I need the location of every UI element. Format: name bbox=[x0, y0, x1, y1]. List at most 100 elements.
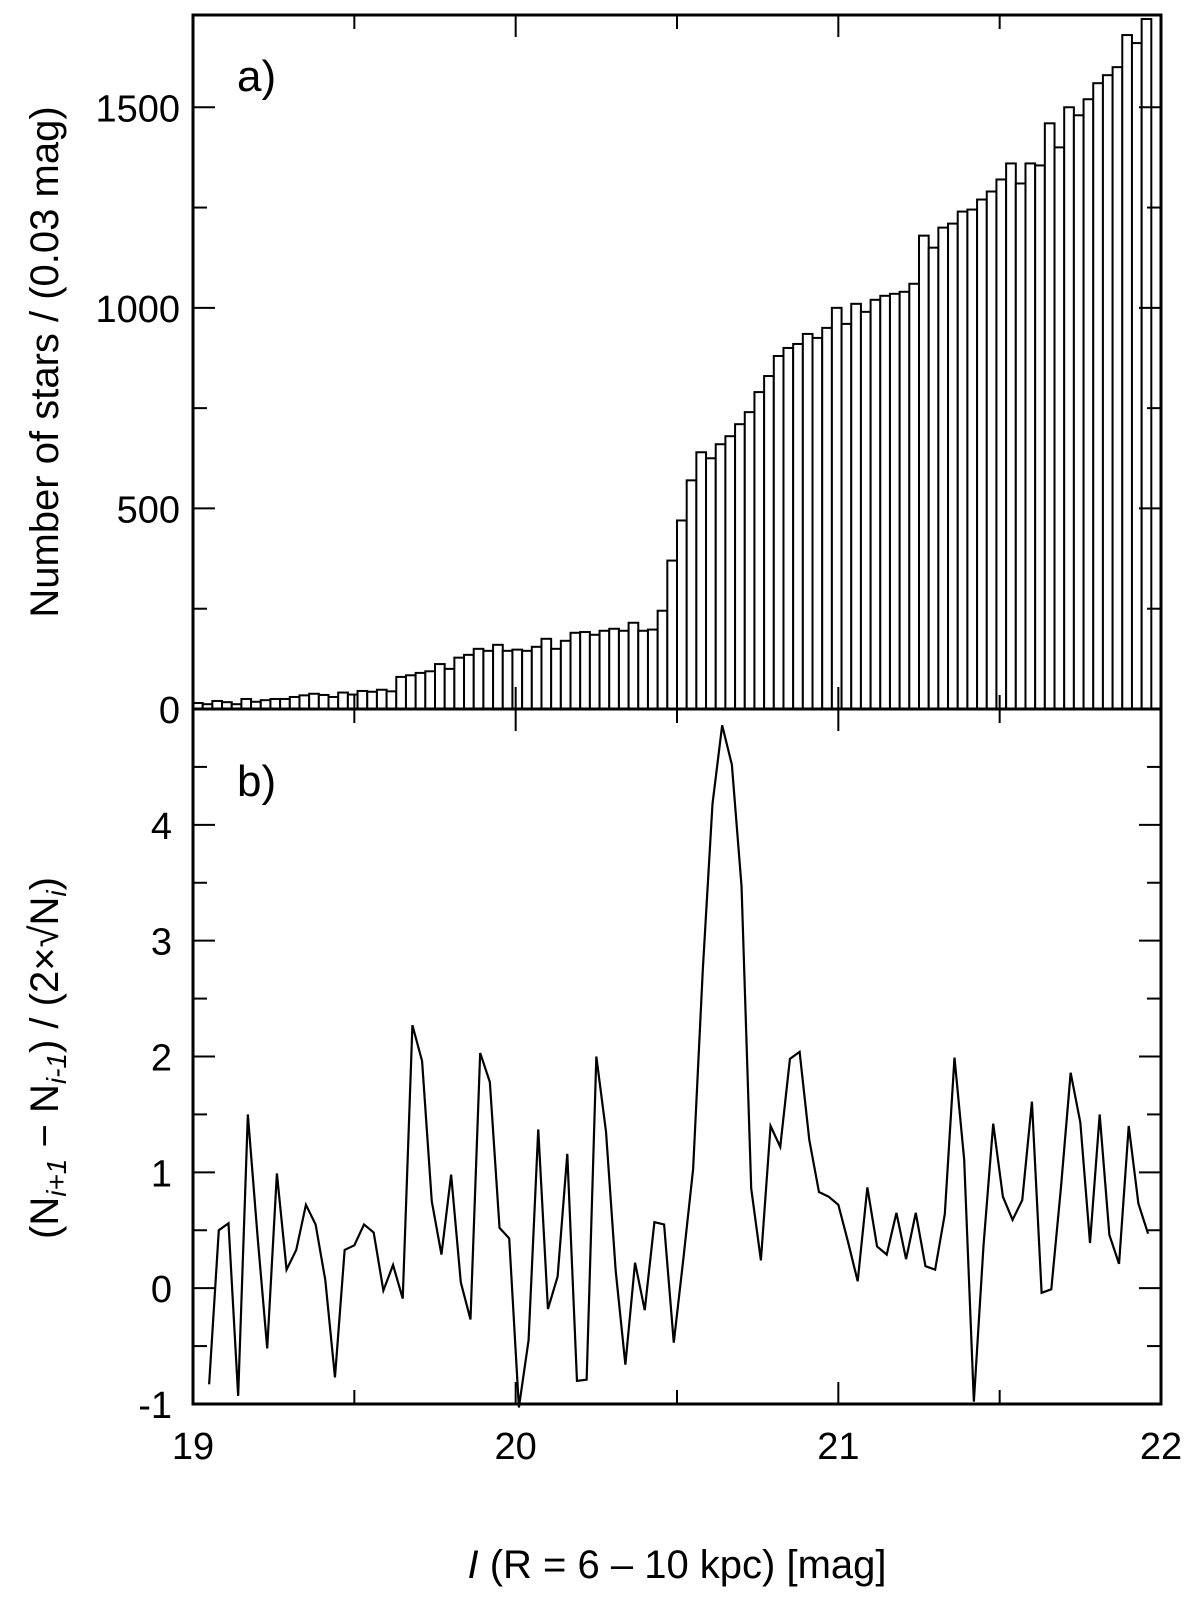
x-axis-label: I (R = 6 – 10 kpc) [mag] bbox=[467, 1543, 886, 1587]
histogram-bar bbox=[627, 621, 640, 710]
histogram-bar bbox=[434, 663, 446, 711]
y-tick-label: 2 bbox=[151, 1038, 172, 1080]
histogram-bar bbox=[1024, 162, 1037, 710]
histogram-bar bbox=[976, 198, 988, 710]
histogram-bar bbox=[404, 674, 417, 710]
histogram-bar bbox=[995, 178, 1008, 711]
histogram-bar bbox=[463, 653, 475, 711]
y-tick-label: 1 bbox=[151, 1153, 172, 1195]
panel-a-histogram: 0 500 1000 1500 a) Number of stars / (0.03 … bbox=[23, 13, 1163, 732]
histogram-bar bbox=[482, 649, 495, 711]
histogram-bar bbox=[395, 675, 407, 710]
y-axis-label-part: ) bbox=[23, 877, 67, 890]
y-tick-label: -1 bbox=[138, 1385, 172, 1427]
histogram-bar bbox=[898, 290, 911, 710]
histogram-bar bbox=[569, 631, 582, 711]
histogram-bar bbox=[1043, 122, 1056, 710]
histogram-bar bbox=[695, 451, 708, 710]
histogram-bar bbox=[705, 457, 717, 710]
significance-series-line bbox=[208, 724, 1150, 1408]
histogram-bar bbox=[269, 697, 282, 710]
histogram-bar bbox=[937, 226, 950, 711]
histogram-bar bbox=[472, 647, 485, 711]
x-axis-label-italic: I bbox=[467, 1543, 478, 1587]
histogram-bar bbox=[734, 423, 746, 710]
histogram-bar bbox=[830, 306, 843, 710]
histogram-bar bbox=[540, 637, 553, 710]
histogram-bar bbox=[646, 628, 659, 711]
histogram-bar bbox=[869, 298, 882, 710]
histogram-bar bbox=[501, 649, 514, 711]
histogram-bar bbox=[956, 210, 969, 710]
y-axis-label-part: ) / (2×√N bbox=[23, 897, 67, 1053]
panel-b-label: b) bbox=[237, 757, 276, 806]
panel-b-ticks: -1 0 1 2 3 4 19 20 21 22 bbox=[138, 709, 1182, 1468]
histogram-bar bbox=[1101, 74, 1114, 711]
histogram-bar bbox=[879, 294, 891, 710]
histogram-bar bbox=[511, 648, 524, 711]
histogram-bar bbox=[337, 691, 349, 710]
histogram-bar bbox=[1053, 146, 1066, 710]
histogram-bar bbox=[1034, 164, 1046, 710]
histogram-bar bbox=[753, 391, 766, 710]
histogram-bar bbox=[985, 190, 998, 710]
histogram-bar bbox=[492, 643, 504, 711]
histogram-bar bbox=[1072, 114, 1085, 711]
histogram-bar bbox=[298, 694, 311, 710]
y-tick-label: 0 bbox=[151, 1269, 172, 1311]
histogram-bar bbox=[821, 326, 833, 710]
histogram-bar bbox=[792, 342, 804, 710]
histogram-bar bbox=[588, 633, 601, 710]
x-tick-label: 22 bbox=[1140, 1426, 1182, 1468]
histogram-bar bbox=[443, 667, 456, 711]
histogram-bar bbox=[356, 689, 369, 711]
histogram-bar bbox=[414, 671, 427, 711]
histogram-bar bbox=[859, 310, 872, 710]
histogram-bar bbox=[743, 411, 756, 710]
y-axis-label-part: − N bbox=[23, 1084, 67, 1158]
histogram-bar bbox=[521, 649, 533, 711]
histogram-bar bbox=[346, 693, 359, 710]
panel-a-label: a) bbox=[237, 52, 276, 101]
histogram-bar bbox=[1092, 82, 1104, 710]
histogram-bar bbox=[637, 629, 649, 711]
histogram-bar bbox=[559, 639, 572, 710]
histogram-bar bbox=[724, 435, 737, 710]
y-axis-label-part: (N bbox=[23, 1197, 67, 1239]
histogram-bar bbox=[366, 690, 378, 710]
y-tick-label: 1500 bbox=[95, 88, 180, 130]
histogram-bar bbox=[327, 695, 340, 710]
histogram-bar bbox=[947, 222, 959, 710]
histogram-bar bbox=[714, 443, 727, 710]
histogram-bar bbox=[608, 627, 620, 711]
histogram-bar bbox=[453, 656, 466, 711]
histogram-bar bbox=[530, 645, 543, 711]
histogram-bar bbox=[308, 692, 320, 711]
histogram-bar bbox=[966, 208, 979, 710]
histogram-bar bbox=[1130, 42, 1143, 710]
histogram-bar bbox=[1140, 18, 1153, 710]
y-tick-label: 3 bbox=[151, 922, 172, 964]
panel-b-line-plot: -1 0 1 2 3 4 19 20 21 22 b) (Ni+1 − Ni-1) / (2×√N… bbox=[23, 707, 1182, 1587]
histogram-bar bbox=[772, 354, 785, 710]
histogram-bar bbox=[375, 688, 388, 710]
histogram-bar bbox=[1063, 106, 1075, 710]
y-axis-label-subscript: i-1 bbox=[41, 1053, 72, 1084]
x-tick-label: 19 bbox=[172, 1426, 214, 1468]
histogram-bar bbox=[840, 322, 853, 710]
histogram-bar bbox=[666, 559, 679, 710]
panel-b-y-axis-label: (Ni+1 − Ni-1) / (2×√Ni) bbox=[23, 877, 72, 1239]
y-tick-label: 4 bbox=[151, 806, 172, 848]
histogram-bar bbox=[1005, 162, 1017, 710]
histogram-bar bbox=[424, 670, 437, 710]
histogram-bar bbox=[385, 690, 398, 710]
x-axis-label-rest: (R = 6 – 10 kpc) [mag] bbox=[479, 1543, 887, 1587]
x-tick-label: 20 bbox=[495, 1426, 537, 1468]
histogram-bar bbox=[240, 697, 253, 710]
histogram-bar bbox=[811, 336, 824, 710]
histogram-bar bbox=[685, 479, 698, 710]
histogram-bar bbox=[317, 693, 330, 711]
y-tick-label: 500 bbox=[117, 489, 180, 531]
histogram-bar bbox=[1121, 34, 1133, 711]
